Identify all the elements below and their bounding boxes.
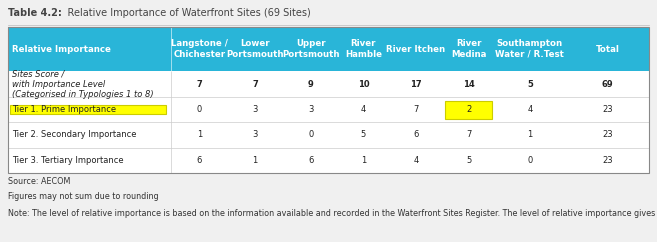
Text: 1: 1 bbox=[252, 156, 258, 165]
Text: 0: 0 bbox=[308, 130, 313, 139]
Text: 5: 5 bbox=[466, 156, 471, 165]
Text: Table 4.2:: Table 4.2: bbox=[8, 8, 62, 18]
Text: Tier 3. Tertiary Importance: Tier 3. Tertiary Importance bbox=[12, 156, 124, 165]
Text: Lower
Portsmouth: Lower Portsmouth bbox=[226, 39, 284, 59]
Text: 1: 1 bbox=[196, 130, 202, 139]
Text: 23: 23 bbox=[602, 105, 613, 114]
Text: 0: 0 bbox=[196, 105, 202, 114]
Text: 7: 7 bbox=[196, 80, 202, 89]
Text: 7: 7 bbox=[252, 80, 258, 89]
Text: Upper
Portsmouth: Upper Portsmouth bbox=[282, 39, 340, 59]
Text: 14: 14 bbox=[463, 80, 474, 89]
Text: 5: 5 bbox=[527, 80, 533, 89]
Text: Tier 1. Prime Importance: Tier 1. Prime Importance bbox=[12, 105, 116, 114]
Text: Note: The level of relative importance is based on the information available and: Note: The level of relative importance i… bbox=[8, 209, 657, 218]
Text: 0: 0 bbox=[527, 156, 532, 165]
Text: 3: 3 bbox=[308, 105, 313, 114]
Text: 5: 5 bbox=[361, 130, 366, 139]
Text: Southampton
Water / R.Test: Southampton Water / R.Test bbox=[495, 39, 564, 59]
Text: River Itchen: River Itchen bbox=[386, 45, 445, 53]
Text: 23: 23 bbox=[602, 130, 613, 139]
Text: Langstone /
Chichester: Langstone / Chichester bbox=[171, 39, 228, 59]
Text: 9: 9 bbox=[308, 80, 314, 89]
Bar bbox=[8, 27, 649, 173]
Text: Relative Importance of Waterfront Sites (69 Sites): Relative Importance of Waterfront Sites … bbox=[55, 8, 311, 18]
Text: 1: 1 bbox=[361, 156, 366, 165]
Bar bbox=[10, 105, 166, 113]
Text: Source: AECOM: Source: AECOM bbox=[8, 177, 70, 186]
Text: River
Medina: River Medina bbox=[451, 39, 486, 59]
Text: 6: 6 bbox=[196, 156, 202, 165]
Text: 17: 17 bbox=[410, 80, 422, 89]
Text: 69: 69 bbox=[602, 80, 614, 89]
Text: 4: 4 bbox=[413, 156, 419, 165]
Text: 2: 2 bbox=[466, 105, 471, 114]
Text: 7: 7 bbox=[466, 130, 471, 139]
Text: 6: 6 bbox=[413, 130, 419, 139]
Text: 23: 23 bbox=[602, 156, 613, 165]
Text: 4: 4 bbox=[361, 105, 366, 114]
Text: 3: 3 bbox=[252, 130, 258, 139]
Bar bbox=[8, 71, 649, 173]
Text: Total: Total bbox=[596, 45, 620, 53]
Text: Figures may not sum due to rounding: Figures may not sum due to rounding bbox=[8, 192, 158, 201]
Text: Sites Score /
with Importance Level
(Categorised in Typologies 1 to 8): Sites Score / with Importance Level (Cat… bbox=[12, 69, 154, 99]
Bar bbox=[8, 27, 649, 71]
Text: 4: 4 bbox=[527, 105, 532, 114]
Text: River
Hamble: River Hamble bbox=[345, 39, 382, 59]
Text: 3: 3 bbox=[252, 105, 258, 114]
Text: Relative Importance: Relative Importance bbox=[12, 45, 110, 53]
Text: 6: 6 bbox=[308, 156, 313, 165]
Text: Tier 2. Secondary Importance: Tier 2. Secondary Importance bbox=[12, 130, 136, 139]
Bar bbox=[445, 101, 492, 119]
Text: 1: 1 bbox=[527, 130, 532, 139]
Text: 7: 7 bbox=[413, 105, 419, 114]
Text: 10: 10 bbox=[357, 80, 369, 89]
